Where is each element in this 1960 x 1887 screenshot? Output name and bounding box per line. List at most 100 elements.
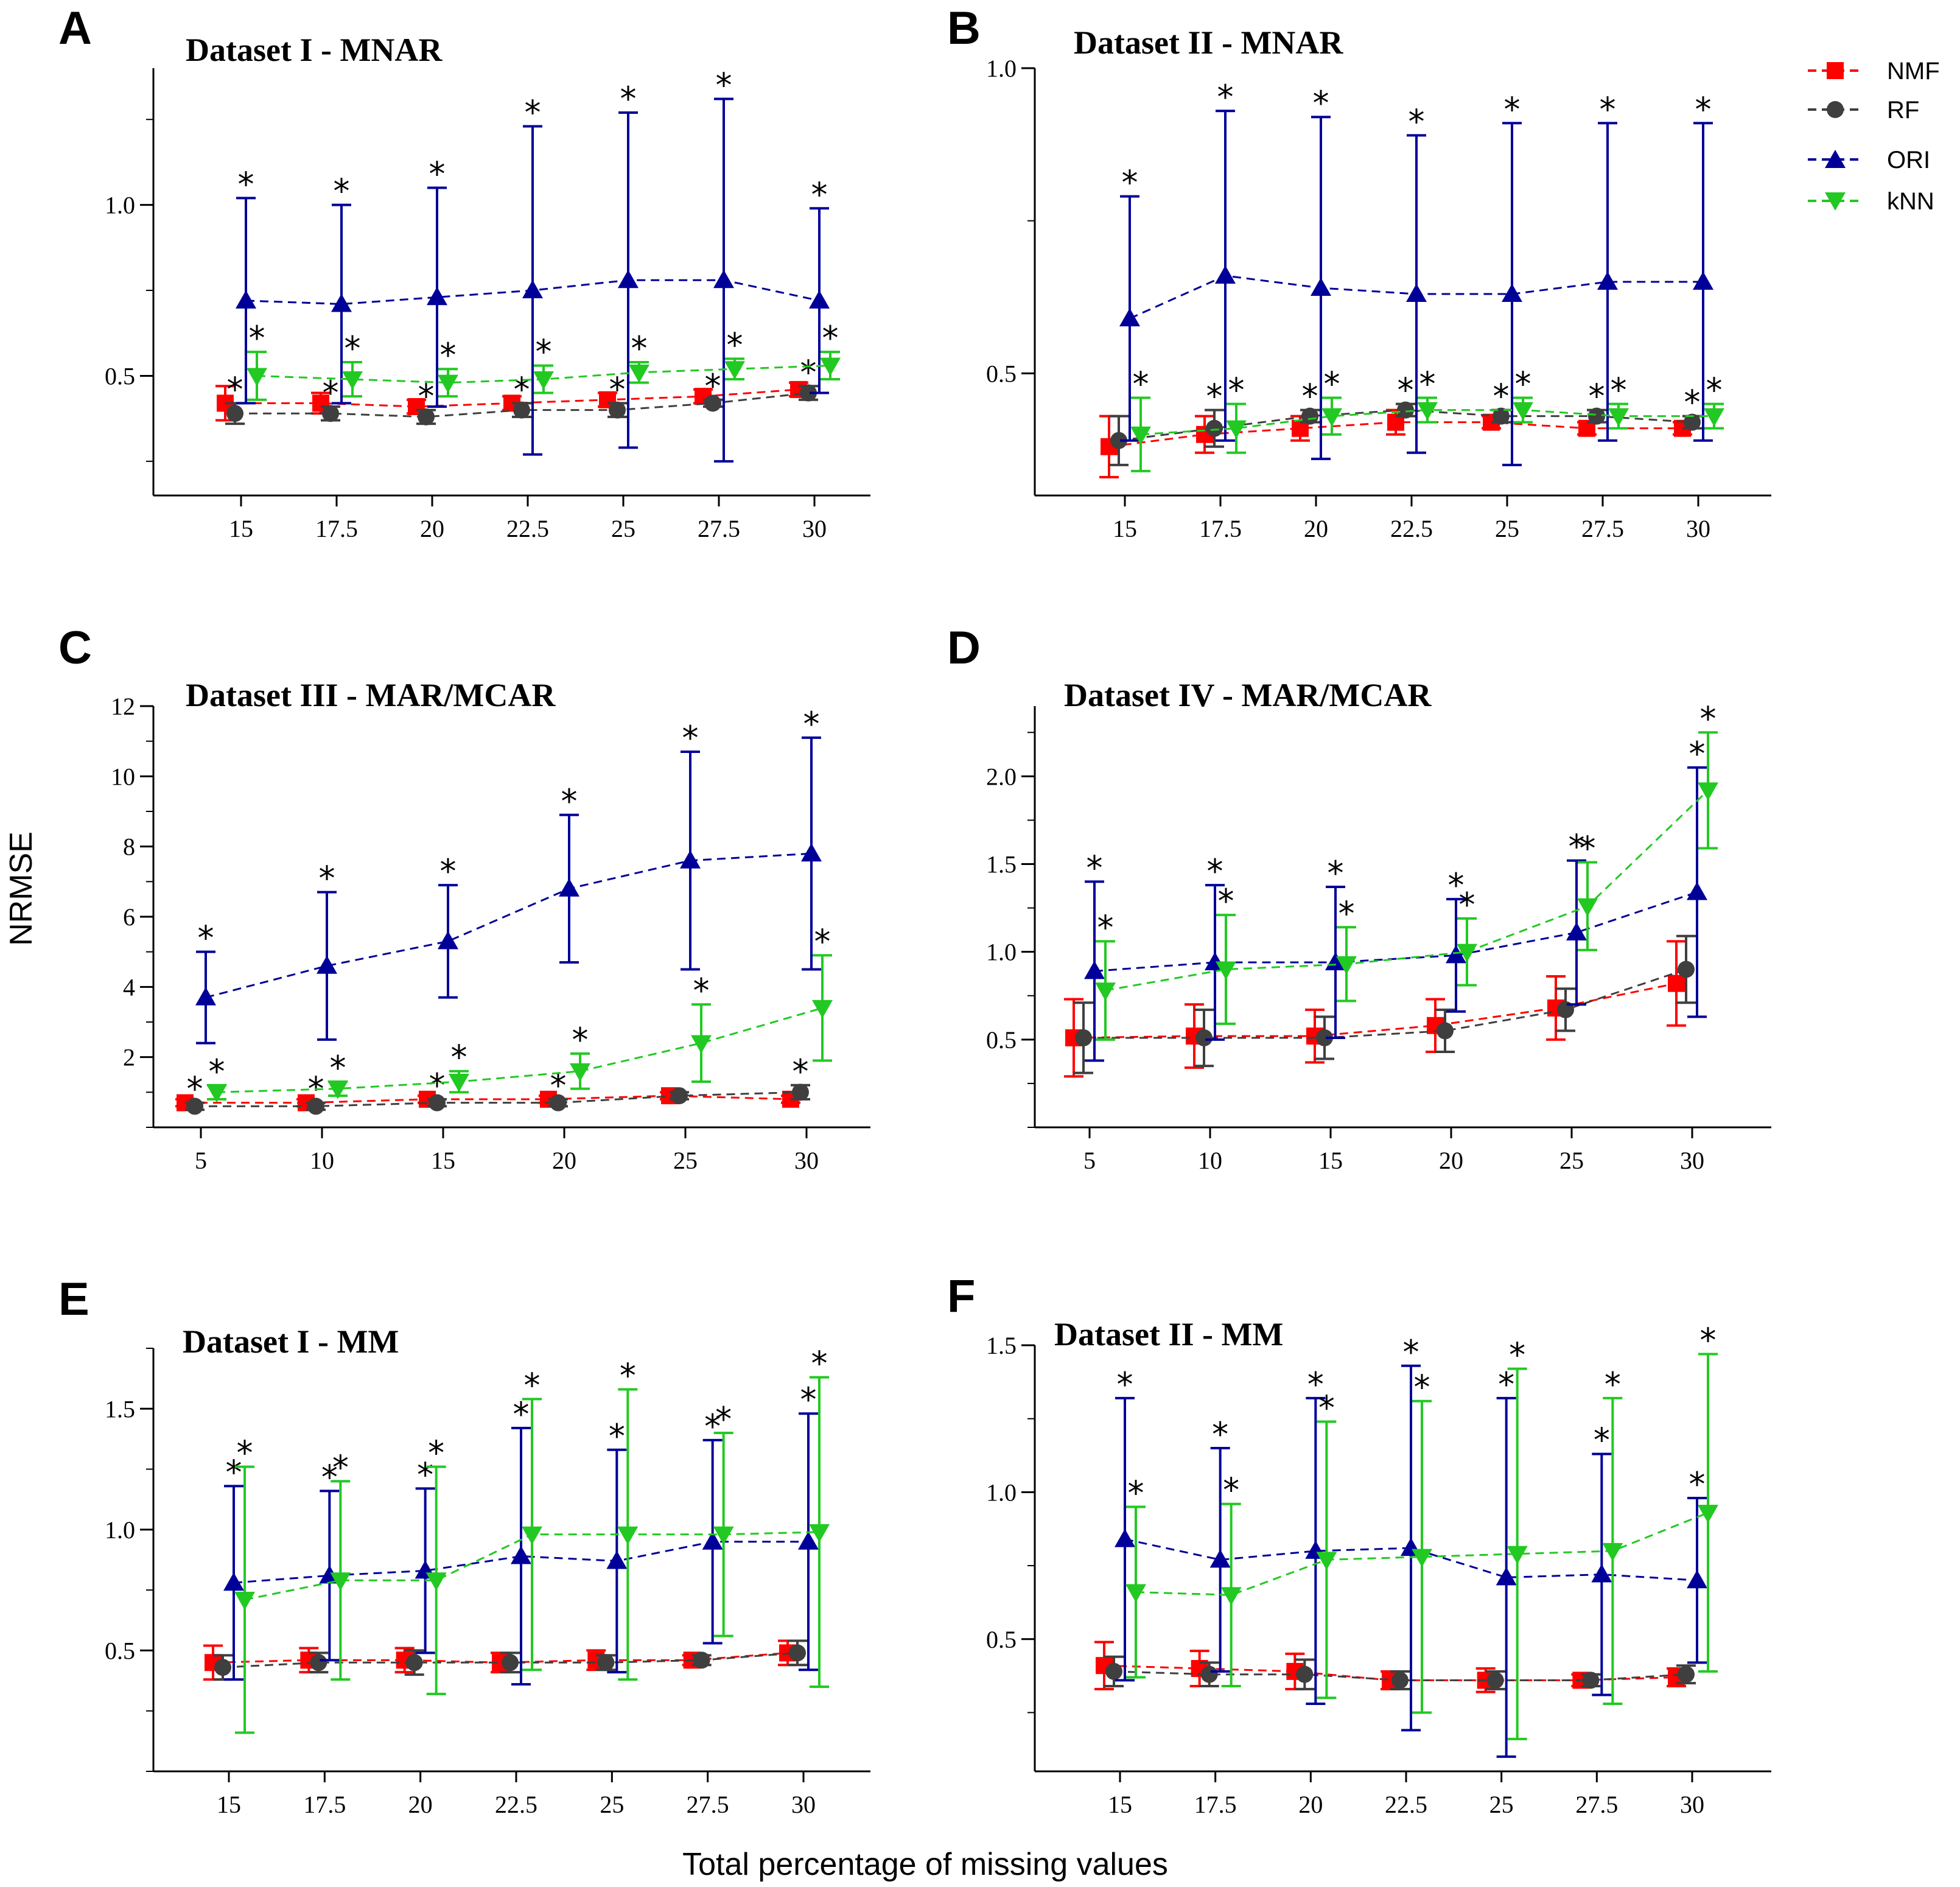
marker-ori [618, 270, 639, 289]
marker-ori [1693, 271, 1713, 290]
panel-letter-e: E [58, 1273, 89, 1325]
marker-rf [310, 1654, 327, 1672]
legend-label-knn: kNN [1887, 188, 1934, 215]
x-tick-label-a: 30 [802, 515, 827, 542]
significance-star-ori: * [513, 1395, 530, 1434]
panel-title-a: Dataset I - MNAR [186, 32, 443, 68]
marker-rf [1397, 401, 1414, 419]
marker-ori [1084, 961, 1105, 979]
marker-knn [1095, 982, 1116, 1001]
x-tick-label-f: 15 [1108, 1791, 1132, 1818]
significance-star-knn: * [1228, 371, 1245, 410]
series-line-rf [195, 1091, 801, 1107]
marker-rf [1678, 961, 1695, 978]
significance-star-knn: * [249, 319, 265, 357]
significance-star-ori: * [1689, 1465, 1706, 1504]
significance-star-ori: * [682, 719, 699, 757]
panel-title-d: Dataset IV - MAR/MCAR [1064, 677, 1432, 713]
x-tick-label-b: 15 [1113, 515, 1137, 542]
marker-knn [1602, 1542, 1623, 1561]
series-knn-a: * * * * * * * [247, 319, 841, 401]
legend-label-ori: ORI [1887, 147, 1930, 173]
legend-item-rf: RF [1808, 97, 1919, 124]
marker-nmf [1668, 975, 1685, 992]
marker-ori [559, 878, 579, 897]
x-tick-label-b: 17.5 [1199, 515, 1242, 542]
significance-star-ori: * [803, 705, 820, 743]
significance-star-ori: * [1409, 102, 1425, 141]
significance-star-knn: * [1339, 894, 1355, 933]
significance-star-ori: * [1569, 828, 1585, 866]
marker-knn [1698, 782, 1718, 801]
significance-star-knn: * [727, 326, 743, 364]
marker-knn [617, 1526, 639, 1545]
marker-ori [236, 290, 256, 309]
series-line-ori [1094, 891, 1698, 972]
series-line-knn [216, 1007, 823, 1093]
significance-star-ori: * [1504, 90, 1521, 128]
x-tick-label-a: 15 [229, 515, 253, 542]
significance-star-knn: * [1223, 1471, 1239, 1510]
significance-star-ori: * [1695, 90, 1712, 128]
significance-star-knn: * [1414, 1368, 1430, 1407]
marker-ori [809, 290, 830, 309]
marker-knn [522, 1526, 542, 1545]
marker-knn [724, 361, 745, 380]
y-tick-label-f: 1.5 [986, 1332, 1017, 1359]
marker-rf [226, 405, 243, 422]
x-tick-label-c: 15 [431, 1147, 455, 1174]
marker-ori [713, 270, 734, 289]
x-tick-label-b: 22.5 [1390, 515, 1433, 542]
legend-item-ori: ORI [1808, 147, 1930, 173]
panel-e: E Dataset I - MM 0.5 1.0 1.5 15 17.5 20 22.5 25 27… [58, 1273, 870, 1818]
marker-rf [1437, 1022, 1454, 1040]
x-tick-label-c: 30 [794, 1147, 819, 1174]
marker-knn [1125, 1584, 1146, 1603]
series-knn-d: ** * *** [1095, 699, 1718, 1041]
marker-ori [606, 1550, 628, 1569]
significance-star-knn: * [332, 1448, 349, 1486]
panel-letter-b: B [947, 2, 981, 54]
x-tick-label-d: 30 [1680, 1147, 1704, 1174]
significance-star-knn: * [1706, 371, 1723, 410]
significance-star-knn: * [693, 972, 710, 1010]
marker-rf [1301, 407, 1318, 425]
marker-knn [1608, 408, 1629, 427]
series-nmf-c [175, 1087, 800, 1112]
significance-star-knn: * [330, 1049, 346, 1087]
marker-ori [1119, 308, 1140, 327]
y-tick-label-d: 1.5 [986, 851, 1017, 878]
legend: NMF RF ORI kNN [1808, 58, 1940, 215]
series-ori-c: * * * * * * [195, 705, 822, 1045]
significance-star-rf: * [1398, 371, 1414, 410]
x-tick-label-d: 15 [1318, 1147, 1343, 1174]
y-tick-label-e: 1.0 [105, 1516, 135, 1544]
significance-star-rf: * [609, 370, 626, 408]
significance-star-knn: * [1133, 365, 1149, 404]
series-knn-e: * * ** *** [234, 1345, 830, 1734]
significance-star-knn: * [1611, 371, 1627, 410]
significance-star-knn: * [345, 329, 361, 368]
series-rf-c: * * * * * [185, 1052, 810, 1115]
x-tick-label-b: 20 [1304, 515, 1328, 542]
marker-rf [502, 1654, 519, 1672]
marker-knn [1336, 956, 1357, 975]
panel-title-e: Dataset I - MM [183, 1323, 399, 1360]
y-tick-label-d: 0.5 [986, 1026, 1017, 1054]
significance-star-ori: * [1087, 849, 1103, 887]
significance-star-ori: * [525, 93, 541, 131]
x-tick-label-f: 22.5 [1385, 1791, 1427, 1818]
marker-rf [322, 405, 339, 422]
significance-star-knn: * [631, 329, 648, 368]
marker-rf [429, 1094, 446, 1112]
marker-knn [327, 1080, 348, 1099]
significance-star-ori: * [1594, 1421, 1610, 1460]
significance-star-ori: * [704, 1407, 721, 1446]
y-tick-label-e: 0.5 [105, 1637, 135, 1664]
significance-star-ori: * [716, 66, 732, 105]
x-tick-label-e: 15 [217, 1791, 241, 1818]
x-tick-label-e: 27.5 [687, 1791, 729, 1818]
significance-star-rf: * [1206, 377, 1223, 416]
x-axis-title: Total percentage of missing values [682, 1847, 1168, 1882]
